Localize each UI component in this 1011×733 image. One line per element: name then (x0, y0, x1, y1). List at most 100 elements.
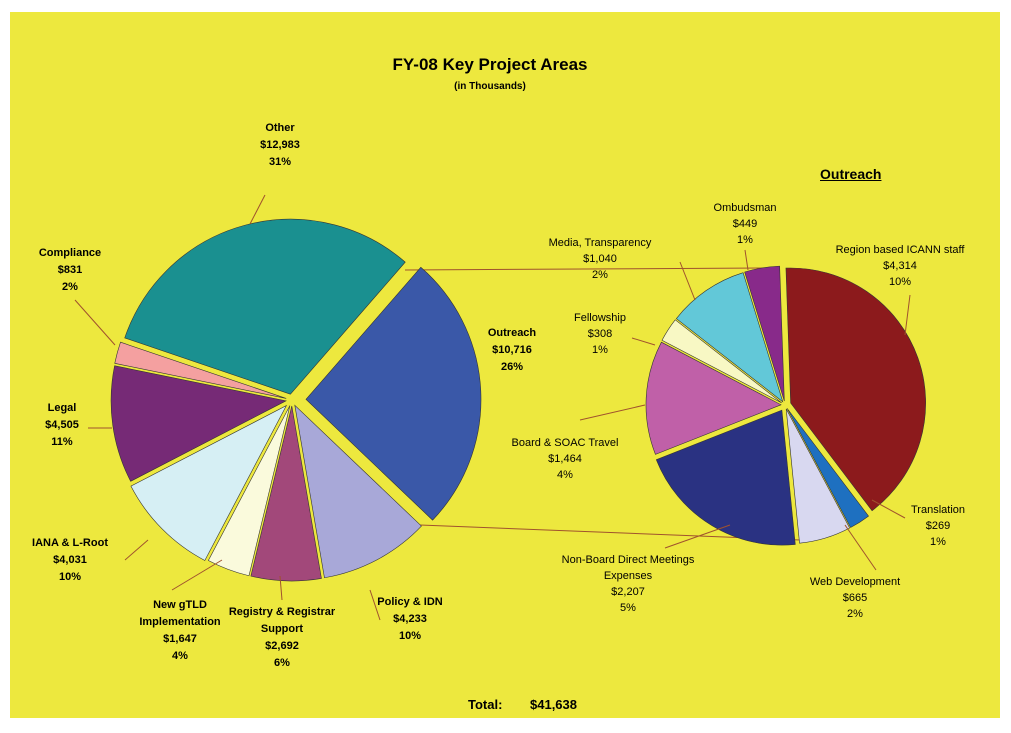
label-value: $4,233 (393, 613, 427, 625)
slice-label: Policy & IDN $4,233 10% (377, 594, 442, 645)
label-name: Media, Transparency (548, 237, 652, 249)
label-name: Legal (47, 402, 77, 414)
pie-slice (207, 405, 291, 577)
label-value: $2,207 (611, 586, 645, 598)
pie-slice (675, 272, 784, 403)
pie-slice (124, 218, 406, 395)
label-name: Region based ICANN staff (835, 244, 965, 256)
label-name: Compliance (38, 247, 102, 259)
pie-slice (655, 409, 796, 546)
pie-slice (114, 341, 287, 399)
leader-line (744, 249, 749, 271)
label-percent: 4% (172, 650, 188, 662)
slice-label: Non-Board Direct Meetings Expenses $2,207… (543, 552, 713, 616)
label-percent: 1% (930, 536, 946, 548)
label-name: Ombudsman (713, 202, 777, 214)
label-value: $449 (732, 218, 758, 230)
total-value: $41,638 (530, 697, 577, 712)
connector-line (404, 267, 769, 271)
pie-slice (294, 404, 422, 579)
label-percent: 6% (274, 657, 290, 669)
slice-label: Compliance $831 2% (39, 245, 101, 296)
label-value: $1,040 (583, 253, 617, 265)
leader-line (124, 539, 149, 561)
slice-label: Outreach $10,716 26% (488, 325, 536, 376)
slice-label: Other $12,983 31% (260, 120, 300, 171)
leader-line (664, 524, 731, 549)
label-percent: 10% (398, 630, 422, 642)
label-percent: 11% (51, 436, 73, 448)
label-value: $4,031 (53, 554, 87, 566)
leader-line (871, 499, 906, 519)
label-percent: 5% (620, 602, 636, 614)
leader-line (844, 524, 877, 571)
pie-slice (744, 265, 785, 402)
leader-line (369, 589, 381, 621)
label-value: $1,647 (163, 633, 197, 645)
slice-label: IANA & L-Root $4,031 10% (32, 535, 108, 586)
label-name: Fellowship (574, 312, 626, 324)
pie-slice (661, 319, 782, 404)
label-name: Web Development (809, 576, 901, 588)
label-value: $4,314 (883, 260, 917, 272)
label-value: $12,983 (260, 139, 300, 151)
leader-line (679, 261, 696, 301)
label-value: $4,505 (45, 419, 79, 431)
secondary-title: Outreach (820, 166, 882, 182)
label-value: $831 (57, 264, 83, 276)
pie-slice (645, 341, 782, 455)
pie-slice (785, 408, 851, 544)
label-name: Registry & Registrar Support (228, 606, 336, 635)
label-value: $665 (842, 592, 868, 604)
leader-line (74, 299, 116, 346)
slice-label: Region based ICANN staff $4,314 10% (836, 242, 965, 290)
label-value: $1,464 (548, 453, 582, 465)
label-name: Non-Board Direct Meetings Expenses (561, 554, 695, 582)
chart-subtitle: (in Thousands) (454, 81, 526, 92)
slice-label: Board & SOAC Travel $1,464 4% (512, 435, 619, 483)
leader-line (249, 194, 266, 225)
slice-label: Fellowship $308 1% (574, 310, 626, 358)
label-percent: 2% (847, 608, 863, 620)
label-value: $2,692 (265, 640, 299, 652)
label-name: New gTLD Implementation (139, 599, 221, 628)
label-name: Translation (910, 504, 966, 516)
label-percent: 1% (592, 344, 608, 356)
slice-label: Legal $4,505 11% (45, 400, 79, 451)
label-percent: 31% (268, 156, 292, 168)
label-name: Outreach (487, 327, 537, 339)
leader-line (904, 294, 911, 336)
label-percent: 26% (500, 361, 524, 373)
label-name: Other (265, 122, 295, 134)
leader-line (631, 337, 656, 346)
label-percent: 10% (888, 276, 912, 288)
leader-line (579, 404, 646, 421)
slice-label: New gTLD Implementation $1,647 4% (135, 597, 225, 665)
pie-slice (786, 408, 869, 528)
pie-slice (130, 404, 288, 561)
slice-label: Media, Transparency $1,040 2% (549, 235, 652, 283)
label-percent: 10% (58, 571, 82, 583)
slice-label: Web Development $665 2% (810, 574, 900, 622)
label-percent: 1% (737, 234, 753, 246)
pie-slice (250, 405, 322, 582)
slice-label: Ombudsman $449 1% (714, 200, 777, 248)
label-percent: 2% (62, 281, 78, 293)
label-name: Board & SOAC Travel (511, 437, 619, 449)
label-name: Policy & IDN (377, 596, 443, 608)
leader-line (171, 559, 223, 591)
label-percent: 2% (592, 269, 608, 281)
pie-slice (305, 266, 482, 521)
total-label: Total: (468, 697, 503, 712)
label-value: $10,716 (492, 344, 532, 356)
slice-label: Registry & Registrar Support $2,692 6% (217, 604, 347, 672)
label-percent: 4% (557, 469, 573, 481)
chart-title: FY-08 Key Project Areas (392, 55, 588, 74)
label-value: $308 (587, 328, 613, 340)
pie-slice (785, 267, 926, 512)
slice-label: Translation $269 1% (911, 502, 965, 550)
label-value: $269 (925, 520, 951, 532)
label-name: IANA & L-Root (32, 537, 108, 549)
